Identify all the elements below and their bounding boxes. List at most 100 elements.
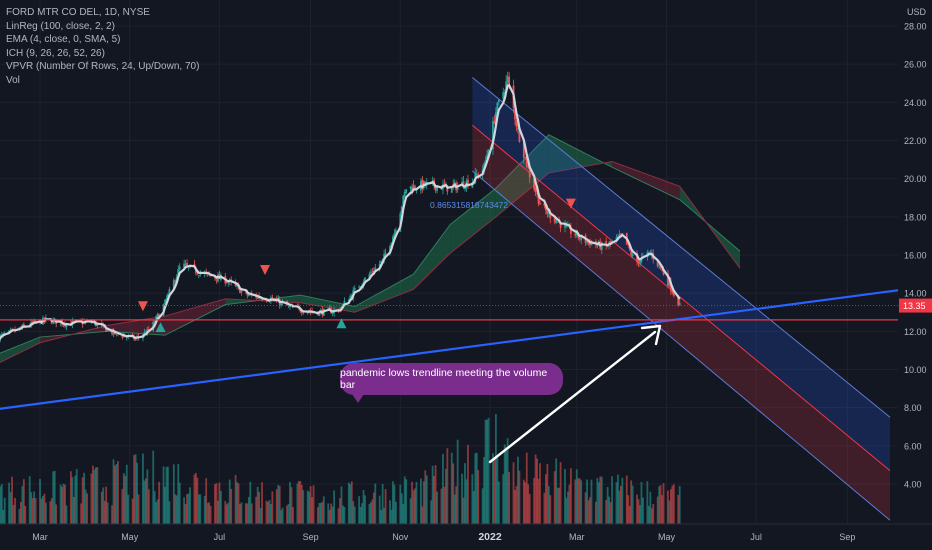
candle-body — [630, 250, 633, 256]
volume-bar — [49, 501, 52, 524]
volume-bar — [659, 485, 662, 524]
legend-ichimoku[interactable]: ICH (9, 26, 26, 52, 26) — [6, 47, 105, 59]
volume-bar — [678, 485, 681, 524]
volume-bar — [146, 469, 149, 524]
volume-bar — [512, 462, 515, 524]
volume-bar — [584, 492, 587, 524]
volume-bar — [656, 496, 659, 524]
grid — [0, 0, 898, 524]
volume-bars — [0, 414, 681, 524]
candle-body — [380, 260, 383, 264]
volume-bar — [19, 501, 22, 524]
legend-ema[interactable]: EMA (4, close, 0, SMA, 5) — [6, 34, 121, 46]
legend-linreg[interactable]: LinReg (100, close, 2, 2) — [6, 20, 115, 32]
volume-bar — [65, 505, 68, 524]
candle-body — [656, 260, 659, 267]
volume-bar — [0, 484, 3, 524]
callout-annotation[interactable]: pandemic lows trendline meeting the volu… — [340, 363, 563, 403]
legend-volume[interactable]: Vol — [6, 74, 20, 86]
time-axis[interactable]: Mar May Jul Sep Nov 2022 Mar May Jul Sep — [0, 523, 932, 550]
volume-bar — [472, 491, 475, 524]
cloud-segment — [413, 224, 451, 290]
candle-body — [503, 92, 506, 95]
volume-bar — [619, 485, 622, 524]
price-tick-label: 14.00 — [904, 289, 927, 299]
candle-body — [364, 277, 366, 282]
candle-body — [605, 241, 608, 246]
candle-body — [331, 312, 334, 314]
price-axis[interactable]: USD 28.00 26.00 24.00 22.00 20.00 18.00 16.00 14… — [898, 0, 932, 550]
indicator-legend: FORD MTR CO DEL, 1D, NYSE LinReg (100, c… — [6, 6, 199, 88]
price-tick-label: 26.00 — [904, 60, 927, 70]
volume-bar — [467, 444, 469, 524]
volume-bar — [147, 489, 150, 524]
candle-body — [549, 211, 552, 219]
candle-body — [527, 167, 530, 169]
drawn-lines[interactable] — [0, 286, 920, 417]
volume-bar — [168, 501, 171, 524]
candle-body — [443, 183, 446, 186]
price-tick-label: 4.00 — [904, 480, 922, 490]
volume-bar — [306, 490, 309, 524]
candle-body — [514, 108, 516, 120]
candle-body — [402, 195, 405, 207]
candle-body — [409, 186, 412, 189]
volume-bar — [227, 502, 230, 524]
volume-bar — [650, 508, 653, 524]
candle-body — [505, 81, 508, 91]
price-tick-label: 12.00 — [904, 327, 927, 337]
volume-bar — [402, 503, 405, 524]
volume-bar — [240, 502, 243, 524]
price-tick-label: 8.00 — [904, 403, 922, 413]
volume-bar — [517, 456, 519, 524]
volume-bar — [217, 500, 219, 524]
volume-bar — [328, 509, 331, 524]
candle-body — [400, 206, 403, 213]
volume-bar — [431, 465, 434, 524]
candle-body — [328, 307, 331, 310]
cloud-segment — [495, 134, 549, 217]
volume-bar — [352, 501, 355, 524]
volume-bar — [455, 486, 458, 524]
volume-bar — [174, 494, 177, 524]
candle-body — [121, 335, 124, 338]
volume-bar — [368, 503, 371, 524]
volume-bar — [302, 490, 305, 524]
volume-bar — [199, 494, 202, 524]
candle-body — [369, 272, 372, 274]
volume-bar — [422, 481, 425, 524]
volume-bar — [53, 470, 56, 524]
volume-bar — [642, 497, 644, 524]
symbol-title[interactable]: FORD MTR CO DEL, 1D, NYSE — [6, 7, 150, 18]
volume-bar — [337, 508, 340, 524]
volume-bar — [271, 491, 274, 524]
candle-body — [384, 252, 387, 254]
volume-bar — [333, 490, 336, 524]
candle-body — [302, 312, 305, 314]
volume-bar — [117, 461, 119, 524]
volume-bar — [311, 497, 313, 524]
candle-body — [486, 154, 488, 160]
time-tick-label: Sep — [839, 532, 855, 542]
volume-bar — [290, 487, 293, 524]
legend-vpvr[interactable]: VPVR (Number Of Rows, 24, Up/Down, 70) — [6, 61, 200, 73]
volume-bar — [256, 486, 259, 524]
volume-bar — [412, 490, 415, 524]
volume-bar — [218, 482, 221, 524]
volume-bar — [421, 506, 424, 524]
time-tick-label: Mar — [32, 532, 48, 542]
volume-bar — [189, 487, 191, 524]
volume-bar — [549, 495, 552, 524]
volume-bar — [125, 464, 128, 524]
volume-bar — [433, 476, 436, 524]
volume-bar — [662, 483, 665, 524]
volume-bar — [434, 465, 437, 524]
volume-bar — [378, 495, 381, 524]
volume-bar — [50, 498, 53, 524]
volume-bar — [371, 499, 374, 524]
volume-bar — [247, 496, 250, 524]
time-axis-background — [0, 524, 932, 550]
arrow-annotation[interactable] — [488, 324, 662, 464]
volume-bar — [453, 494, 456, 524]
